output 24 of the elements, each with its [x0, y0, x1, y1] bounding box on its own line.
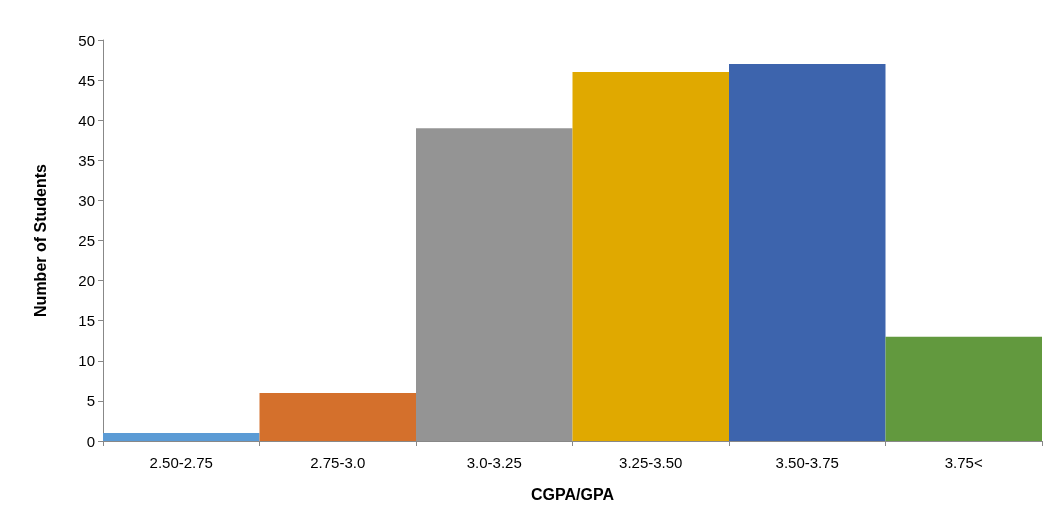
x-tick-label: 3.50-3.75	[775, 454, 839, 471]
bar	[103, 432, 260, 441]
bar	[259, 392, 416, 441]
x-tick-label: 2.50-2.75	[149, 454, 213, 471]
y-tick-label: 30	[78, 191, 95, 209]
y-tick-label: 40	[78, 111, 95, 129]
y-tick-label: 45	[78, 71, 95, 89]
y-tick-label: 0	[86, 432, 95, 450]
bar	[885, 336, 1042, 441]
y-tick-label: 15	[78, 312, 95, 330]
y-tick-label: 25	[78, 232, 95, 249]
bar	[572, 72, 729, 441]
y-tick-label: 50	[78, 31, 95, 49]
x-axis-title: CGPA/GPA	[531, 485, 615, 503]
x-tick-label: 3.75<	[944, 454, 983, 471]
x-tick-label: 3.0-3.25	[466, 454, 522, 471]
x-tick-label: 3.25-3.50	[619, 454, 683, 471]
y-tick-label: 35	[78, 151, 95, 169]
bar	[729, 64, 886, 441]
y-tick-label: 5	[86, 392, 95, 410]
y-tick-label: 10	[78, 352, 95, 370]
x-tick-label: 2.75-3.0	[310, 454, 366, 471]
y-axis-title: Number of Students	[31, 163, 49, 317]
y-tick-label: 20	[78, 272, 95, 290]
